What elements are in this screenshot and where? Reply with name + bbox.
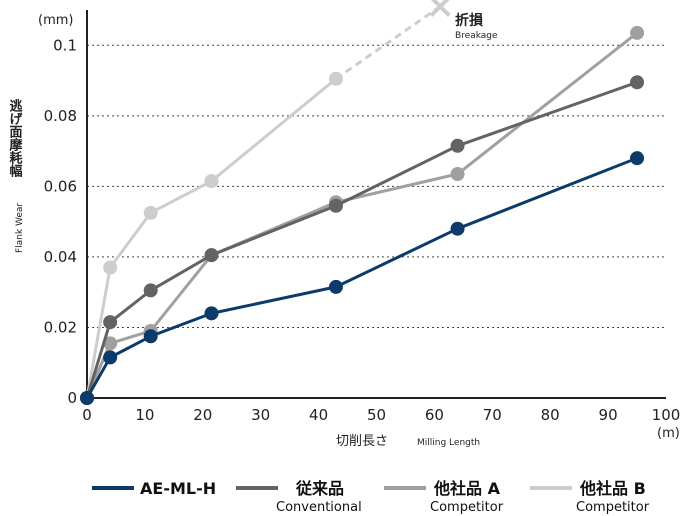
series-0-point-2 bbox=[143, 329, 158, 344]
y-tick-label-4: 0.08 bbox=[44, 107, 77, 125]
breakage-label: 折損 bbox=[455, 12, 484, 29]
y-tick-labels: 0 0.02 0.04 0.06 0.08 0.1 bbox=[44, 36, 77, 407]
breakage-dash-line bbox=[335, 5, 442, 81]
axis-layer bbox=[86, 10, 666, 399]
x-unit-label: (m) bbox=[657, 426, 680, 441]
series-3-point-4 bbox=[328, 71, 343, 86]
series-2-point-6 bbox=[630, 25, 645, 40]
x-tick-label-7: 70 bbox=[483, 406, 502, 424]
y-tick-label-3: 0.06 bbox=[44, 177, 77, 195]
y-tick-label-5: 0.1 bbox=[53, 36, 77, 54]
legend-sublabel-2: Competitor bbox=[430, 500, 504, 515]
series-0-point-5 bbox=[450, 221, 465, 236]
series-0-point-0 bbox=[80, 391, 94, 405]
x-tick-label-10: 100 bbox=[652, 406, 681, 424]
series-0-point-3 bbox=[204, 306, 219, 321]
legend-item-competitor-a: 他社品 A Competitor bbox=[384, 479, 504, 515]
series-line-2 bbox=[85, 31, 638, 399]
y-tick-label-0: 0 bbox=[67, 389, 77, 407]
x-tick-label-2: 20 bbox=[193, 406, 212, 424]
series-0-point-4 bbox=[328, 279, 343, 294]
series-1-point-6 bbox=[630, 75, 645, 90]
legend-label-1: 従来品 bbox=[295, 479, 344, 498]
legend-label-2: 他社品 A bbox=[433, 479, 501, 498]
x-tick-label-6: 60 bbox=[425, 406, 444, 424]
series-1-point-3 bbox=[204, 248, 219, 263]
x-tick-labels: 0 10 20 30 40 50 60 70 80 90 100 bbox=[82, 406, 680, 424]
series-2-point-5 bbox=[450, 167, 465, 182]
grid-layer bbox=[87, 44, 666, 328]
y-tick-label-1: 0.02 bbox=[44, 318, 77, 336]
breakage-sublabel: Breakage bbox=[455, 31, 498, 41]
legend-sublabel-1: Conventional bbox=[276, 500, 362, 515]
breakage-annotation: 折損 Breakage bbox=[455, 12, 498, 41]
series-0-point-1 bbox=[103, 350, 118, 365]
legend-item-conventional: 従来品 Conventional bbox=[236, 479, 362, 515]
breakage-x-mark-icon bbox=[429, 0, 451, 17]
series-3-point-1 bbox=[103, 260, 118, 275]
legend-sublabel-3: Competitor bbox=[576, 500, 650, 515]
x-tick-label-4: 40 bbox=[309, 406, 328, 424]
x-tick-label-1: 10 bbox=[135, 406, 154, 424]
x-tick-label-0: 0 bbox=[82, 406, 92, 424]
series-3-point-2 bbox=[143, 205, 158, 220]
x-axis-title-ja: 切削長さ bbox=[336, 434, 388, 449]
legend: AE-ML-H 従来品 Conventional 他社品 A Competito… bbox=[92, 479, 650, 515]
legend-label-3: 他社品 B bbox=[579, 479, 646, 498]
legend-label-0: AE-ML-H bbox=[140, 479, 216, 498]
series-1-point-4 bbox=[328, 198, 343, 213]
series-1-point-2 bbox=[143, 283, 158, 298]
y-tick-label-2: 0.04 bbox=[44, 248, 77, 266]
legend-item-competitor-b: 他社品 B Competitor bbox=[530, 479, 650, 515]
series-layer bbox=[80, 0, 645, 405]
series-0-point-6 bbox=[630, 151, 645, 166]
x-tick-label-8: 80 bbox=[541, 406, 560, 424]
series-2-point-1 bbox=[103, 336, 118, 351]
series-line-1 bbox=[85, 80, 638, 399]
x-tick-label-3: 30 bbox=[251, 406, 270, 424]
series-0 bbox=[80, 151, 645, 405]
series-3-point-3 bbox=[204, 174, 219, 189]
series-2 bbox=[80, 25, 645, 405]
x-axis-title-en: Milling Length bbox=[417, 438, 480, 448]
series-3 bbox=[80, 0, 451, 405]
y-axis-title-en: Flank Wear bbox=[15, 203, 25, 253]
y-unit-label: (mm) bbox=[38, 13, 73, 28]
series-1-point-1 bbox=[103, 315, 118, 330]
y-axis-title-ja: 逃げ面摩耗幅 bbox=[7, 98, 23, 178]
x-tick-label-5: 50 bbox=[367, 406, 386, 424]
legend-item-ae-ml-h: AE-ML-H bbox=[92, 479, 216, 498]
series-1 bbox=[80, 75, 645, 405]
x-tick-label-9: 90 bbox=[599, 406, 618, 424]
series-1-point-5 bbox=[450, 138, 465, 153]
